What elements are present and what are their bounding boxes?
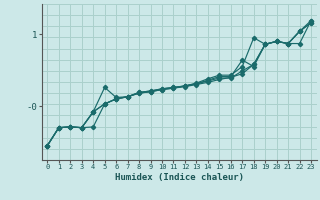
X-axis label: Humidex (Indice chaleur): Humidex (Indice chaleur) [115, 173, 244, 182]
